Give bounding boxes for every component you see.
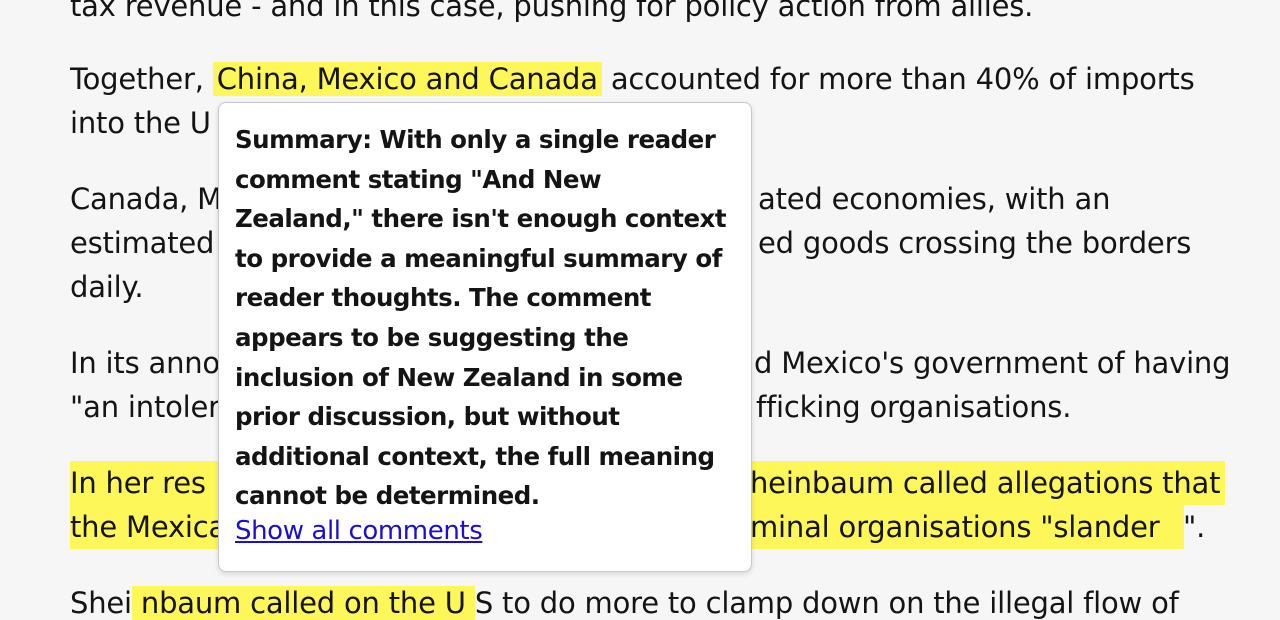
article-paragraph-line: Canada, M <box>70 177 222 221</box>
paragraph-text: minal organisations "slander <box>750 510 1160 544</box>
paragraph-text: In her res <box>70 466 206 500</box>
article-paragraph-line: d Mexico's government of having <box>754 341 1231 385</box>
show-all-comments-link[interactable]: Show all comments <box>235 515 483 546</box>
paragraph-text: S to do more to clamp down on the illega… <box>474 586 1179 620</box>
article-paragraph-line: ated economies, with an <box>758 177 1110 221</box>
article-paragraph-line: tax revenue - and in this case, pushing … <box>70 0 1033 28</box>
article-paragraph-line: fficking organisations. <box>756 385 1071 429</box>
paragraph-text: "an intoler <box>70 390 220 424</box>
paragraph-text: accounted for more than 40% of imports <box>601 62 1195 96</box>
paragraph-text: daily. <box>70 270 144 304</box>
paragraph-text: the Mexica <box>70 510 227 544</box>
article-paragraph-line: Together, China, Mexico and Canada accou… <box>70 57 1195 101</box>
paragraph-text: d Mexico's government of having <box>754 346 1231 380</box>
paragraph-text: Together, <box>70 62 213 96</box>
paragraph-text: In its anno <box>70 346 220 380</box>
paragraph-text: ated economies, with an <box>758 182 1111 216</box>
article-paragraph-line: In its anno <box>70 341 220 385</box>
paragraph-text: estimated <box>70 226 215 260</box>
article-paragraph-line: into the U <box>70 101 211 145</box>
comment-summary-popup: Summary: With only a single reader comme… <box>218 102 752 572</box>
article-paragraph-line: heinbaum called allegations that <box>750 461 1220 505</box>
article-paragraph-line: ed goods crossing the borders <box>758 221 1191 265</box>
highlighted-phrase[interactable]: China, Mexico and Canada <box>212 62 602 96</box>
article-paragraph-line: ". <box>1183 505 1205 549</box>
article-paragraph-line: estimated <box>70 221 214 265</box>
comment-summary-text: Summary: With only a single reader comme… <box>235 125 727 511</box>
article-paragraph-line: Shei nbaum called on the U S to do more … <box>70 581 1179 620</box>
paragraph-text: tax revenue - and in this case, pushing … <box>70 0 1034 23</box>
article-paragraph-line: minal organisations "slander <box>750 505 1160 549</box>
paragraph-text: ". <box>1183 510 1206 544</box>
paragraph-text: Canada, M <box>70 182 223 216</box>
paragraph-text: fficking organisations. <box>756 390 1072 424</box>
paragraph-text: ed goods crossing the borders <box>758 226 1192 260</box>
paragraph-text: into the U <box>70 106 211 140</box>
paragraph-text: heinbaum called allegations that <box>750 466 1221 500</box>
highlighted-phrase[interactable]: nbaum called on the U <box>131 586 475 620</box>
article-paragraph-line: "an intoler <box>70 385 220 429</box>
paragraph-text: Shei <box>70 586 132 620</box>
article-paragraph-line: daily. <box>70 265 144 309</box>
